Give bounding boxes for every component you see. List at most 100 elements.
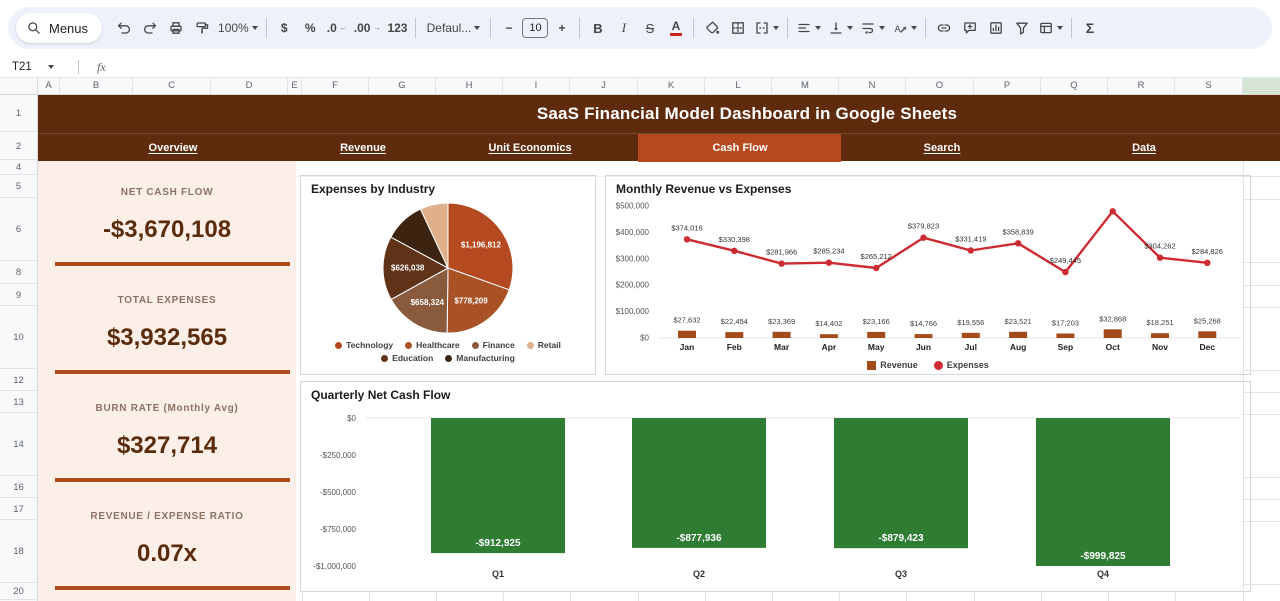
row-header-6[interactable]: 6: [0, 199, 37, 261]
text-color-button[interactable]: A: [663, 14, 688, 42]
monthly-revenue-vs-expenses-chart[interactable]: Monthly Revenue vs Expenses $0 $100,000 $2…: [605, 175, 1251, 375]
pie-chart-canvas: $1,196,812 $778,209 $658,324 $626,038: [382, 202, 514, 334]
borders-button[interactable]: [725, 14, 750, 42]
svg-text:$23,521: $23,521: [1005, 317, 1032, 326]
undo-button[interactable]: [111, 14, 136, 42]
redo-button[interactable]: [137, 14, 162, 42]
chart-icon: [990, 22, 1002, 34]
more-formats-button[interactable]: 123: [387, 21, 408, 35]
tab-unit-economics[interactable]: Unit Economics: [488, 142, 572, 154]
column-header-m[interactable]: M: [772, 78, 839, 94]
column-header-t-partial[interactable]: [1243, 78, 1280, 94]
expenses-by-industry-chart[interactable]: Expenses by Industry $1,196,812 $778,209 $…: [300, 175, 596, 375]
text-rotation-button[interactable]: A: [889, 14, 920, 42]
paint-format-button[interactable]: [189, 14, 214, 42]
insert-comment-button[interactable]: [957, 14, 982, 42]
row-header-10[interactable]: 10: [0, 307, 37, 369]
row-header-18[interactable]: 18: [0, 521, 37, 583]
kpi-value: 0.07x: [136, 540, 198, 567]
column-header-j[interactable]: J: [570, 78, 638, 94]
column-header-k[interactable]: K: [638, 78, 705, 94]
menus-search-button[interactable]: Menus: [16, 13, 103, 43]
currency-format-button[interactable]: $: [280, 21, 288, 35]
left-arrow-icon: ←: [339, 24, 347, 32]
horizontal-align-button[interactable]: [793, 14, 824, 42]
select-all-corner[interactable]: [0, 78, 38, 95]
tab-cash-flow[interactable]: Cash Flow: [712, 142, 768, 154]
strikethrough-button[interactable]: S: [645, 20, 655, 36]
spreadsheet-canvas[interactable]: SaaS Financial Model Dashboard in Google…: [38, 95, 1280, 601]
vertical-align-button[interactable]: [825, 14, 856, 42]
zoom-select[interactable]: 100%: [215, 14, 261, 42]
increase-font-size-button[interactable]: +: [558, 21, 566, 35]
svg-text:-$912,925: -$912,925: [475, 538, 520, 549]
column-header-q[interactable]: Q: [1041, 78, 1108, 94]
merge-cells-button[interactable]: [751, 14, 782, 42]
tab-data[interactable]: Data: [1132, 142, 1156, 154]
column-header-r[interactable]: R: [1108, 78, 1175, 94]
gridline: [1243, 414, 1280, 415]
column-header-f[interactable]: F: [302, 78, 369, 94]
decrease-decimal-button[interactable]: .0 ←: [326, 21, 347, 35]
legend-item-technology: Technology: [335, 340, 393, 350]
row-header-16[interactable]: 16: [0, 477, 37, 498]
insert-chart-button[interactable]: [983, 14, 1008, 42]
svg-text:$285,234: $285,234: [813, 247, 844, 256]
insert-link-button[interactable]: [931, 14, 956, 42]
table-views-button[interactable]: [1035, 14, 1066, 42]
column-header-b[interactable]: B: [60, 78, 133, 94]
row-header-12[interactable]: 12: [0, 370, 37, 391]
text-wrap-button[interactable]: [857, 14, 888, 42]
name-box[interactable]: T21: [0, 61, 74, 73]
row-header-2[interactable]: 2: [0, 133, 37, 160]
tab-revenue[interactable]: Revenue: [340, 142, 386, 154]
column-header-l[interactable]: L: [705, 78, 772, 94]
row-header-14[interactable]: 14: [0, 414, 37, 476]
functions-button[interactable]: Σ: [1085, 20, 1095, 36]
legend-dot: [381, 354, 389, 362]
increase-decimal-button[interactable]: .00 →: [353, 21, 381, 35]
svg-text:Apr: Apr: [822, 342, 837, 352]
print-button[interactable]: [163, 14, 188, 42]
row-header-20[interactable]: 20: [0, 584, 37, 600]
column-header-a[interactable]: A: [38, 78, 60, 94]
gridline: [296, 176, 1243, 177]
column-header-c[interactable]: C: [133, 78, 211, 94]
tab-overview[interactable]: Overview: [148, 142, 198, 154]
combo-chart-canvas: $0 $100,000 $200,000 $300,000 $400,000 $500,0…: [616, 202, 1242, 352]
percent-format-button[interactable]: %: [304, 21, 316, 35]
column-header-i[interactable]: I: [503, 78, 570, 94]
column-header-p[interactable]: P: [974, 78, 1041, 94]
column-header-o[interactable]: O: [906, 78, 974, 94]
row-header-5[interactable]: 5: [0, 176, 37, 198]
row-header-13[interactable]: 13: [0, 392, 37, 413]
column-header-n[interactable]: N: [839, 78, 906, 94]
bold-button[interactable]: B: [593, 20, 603, 36]
filter-button[interactable]: [1009, 14, 1034, 42]
gridline: [570, 592, 571, 601]
column-header-s[interactable]: S: [1175, 78, 1243, 94]
row-header-17[interactable]: 17: [0, 499, 37, 520]
svg-text:Mar: Mar: [774, 342, 790, 352]
row-header-9[interactable]: 9: [0, 285, 37, 306]
gridline: [1243, 499, 1280, 500]
tab-search[interactable]: Search: [923, 142, 961, 154]
row-header-4[interactable]: 4: [0, 161, 37, 175]
column-header-h[interactable]: H: [436, 78, 503, 94]
svg-text:Q4: Q4: [1097, 569, 1109, 579]
decrease-font-size-button[interactable]: −: [505, 21, 513, 35]
legend-label: Manufacturing: [456, 353, 515, 363]
quarterly-net-cash-flow-chart[interactable]: Quarterly Net Cash Flow $0 -$250,000 -$500…: [300, 381, 1251, 592]
chevron-down-icon: [47, 65, 54, 69]
font-size-input[interactable]: 10: [522, 18, 549, 38]
row-header-8[interactable]: 8: [0, 262, 37, 284]
font-select[interactable]: Defaul...: [421, 14, 485, 42]
column-header-e[interactable]: E: [288, 78, 302, 94]
column-header-g[interactable]: G: [369, 78, 436, 94]
fill-color-button[interactable]: [699, 14, 724, 42]
italic-button[interactable]: I: [621, 20, 627, 35]
row-header-1[interactable]: 1: [0, 95, 37, 132]
column-header-d[interactable]: D: [211, 78, 288, 94]
formula-bar: T21 fx: [0, 57, 1280, 78]
legend-dot: [335, 341, 343, 349]
